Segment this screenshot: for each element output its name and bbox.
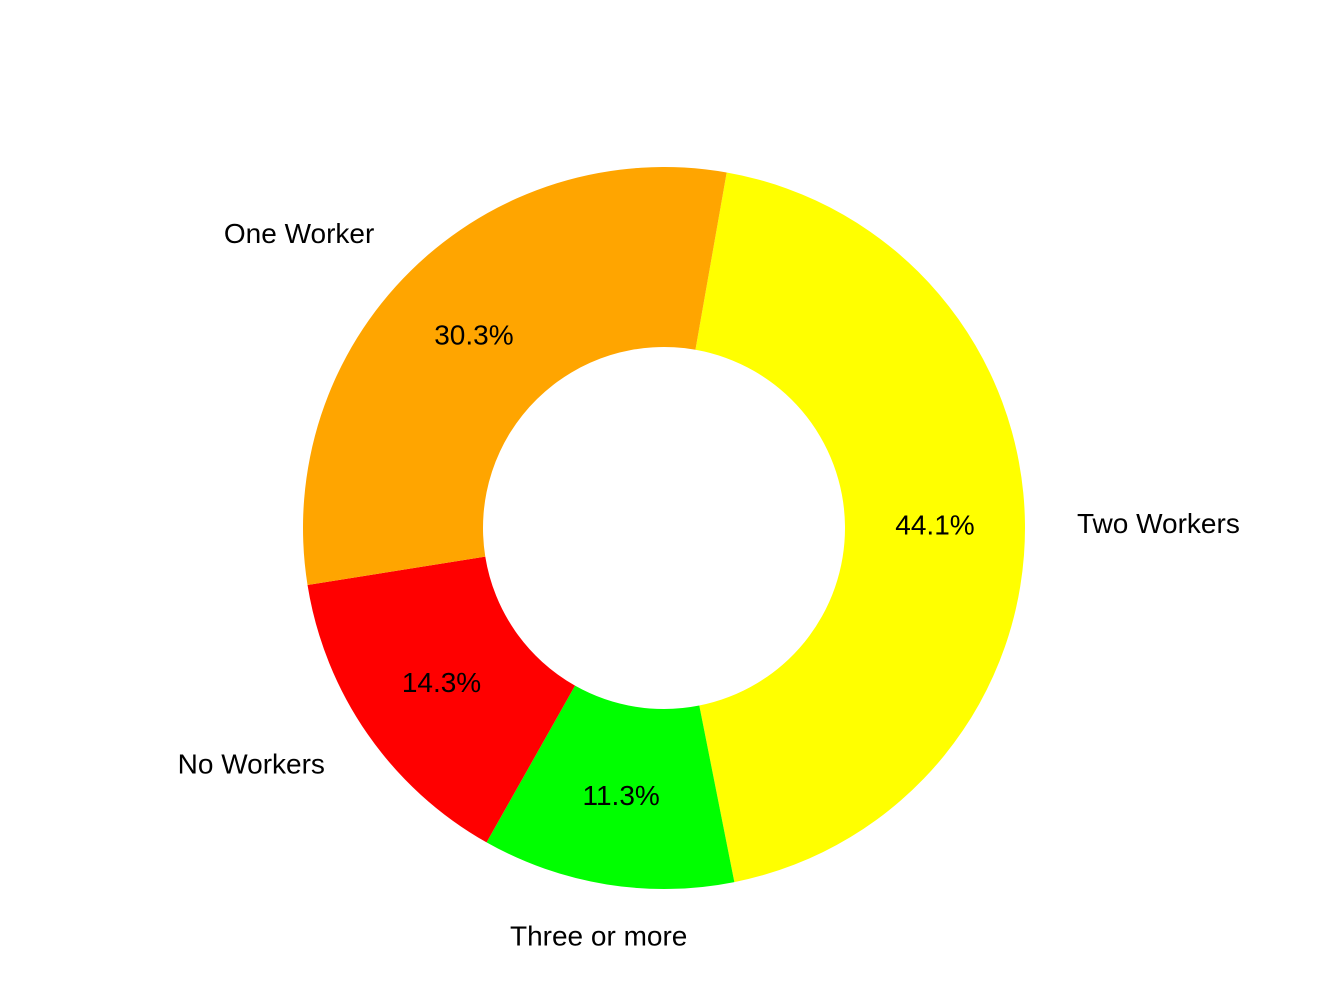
category-labels: Two Workers Three or more No Workers One Wo… bbox=[178, 218, 1240, 951]
slice-one-worker bbox=[303, 167, 727, 585]
category-label-three-or-more: Three or more bbox=[510, 920, 687, 951]
percent-label-three-or-more: 11.3% bbox=[582, 780, 659, 811]
category-label-two-workers: Two Workers bbox=[1077, 508, 1240, 539]
slice-three-or-more bbox=[486, 685, 735, 889]
slice-two-workers bbox=[695, 172, 1025, 883]
percent-label-one-worker: 30.3% bbox=[434, 319, 513, 350]
percent-label-no-workers: 14.3% bbox=[402, 667, 481, 698]
category-label-one-worker: One Worker bbox=[224, 218, 374, 249]
percent-labels: 44.1% 11.3% 14.3% 30.3% bbox=[402, 319, 975, 811]
percent-label-two-workers: 44.1% bbox=[895, 510, 974, 541]
donut-slices bbox=[303, 167, 1025, 889]
category-label-no-workers: No Workers bbox=[178, 748, 325, 779]
slice-no-workers bbox=[307, 556, 576, 843]
